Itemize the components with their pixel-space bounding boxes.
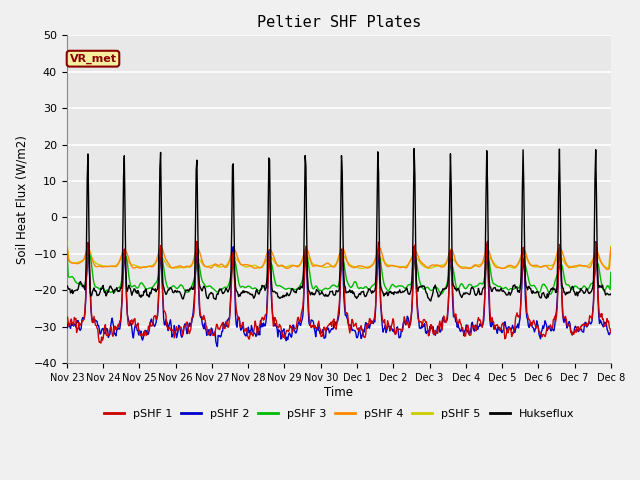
X-axis label: Time: Time: [324, 385, 353, 398]
Title: Peltier SHF Plates: Peltier SHF Plates: [257, 15, 421, 30]
Legend: pSHF 1, pSHF 2, pSHF 3, pSHF 4, pSHF 5, Hukseflux: pSHF 1, pSHF 2, pSHF 3, pSHF 4, pSHF 5, …: [99, 404, 579, 423]
Y-axis label: Soil Heat Flux (W/m2): Soil Heat Flux (W/m2): [15, 135, 28, 264]
Text: VR_met: VR_met: [70, 54, 116, 64]
